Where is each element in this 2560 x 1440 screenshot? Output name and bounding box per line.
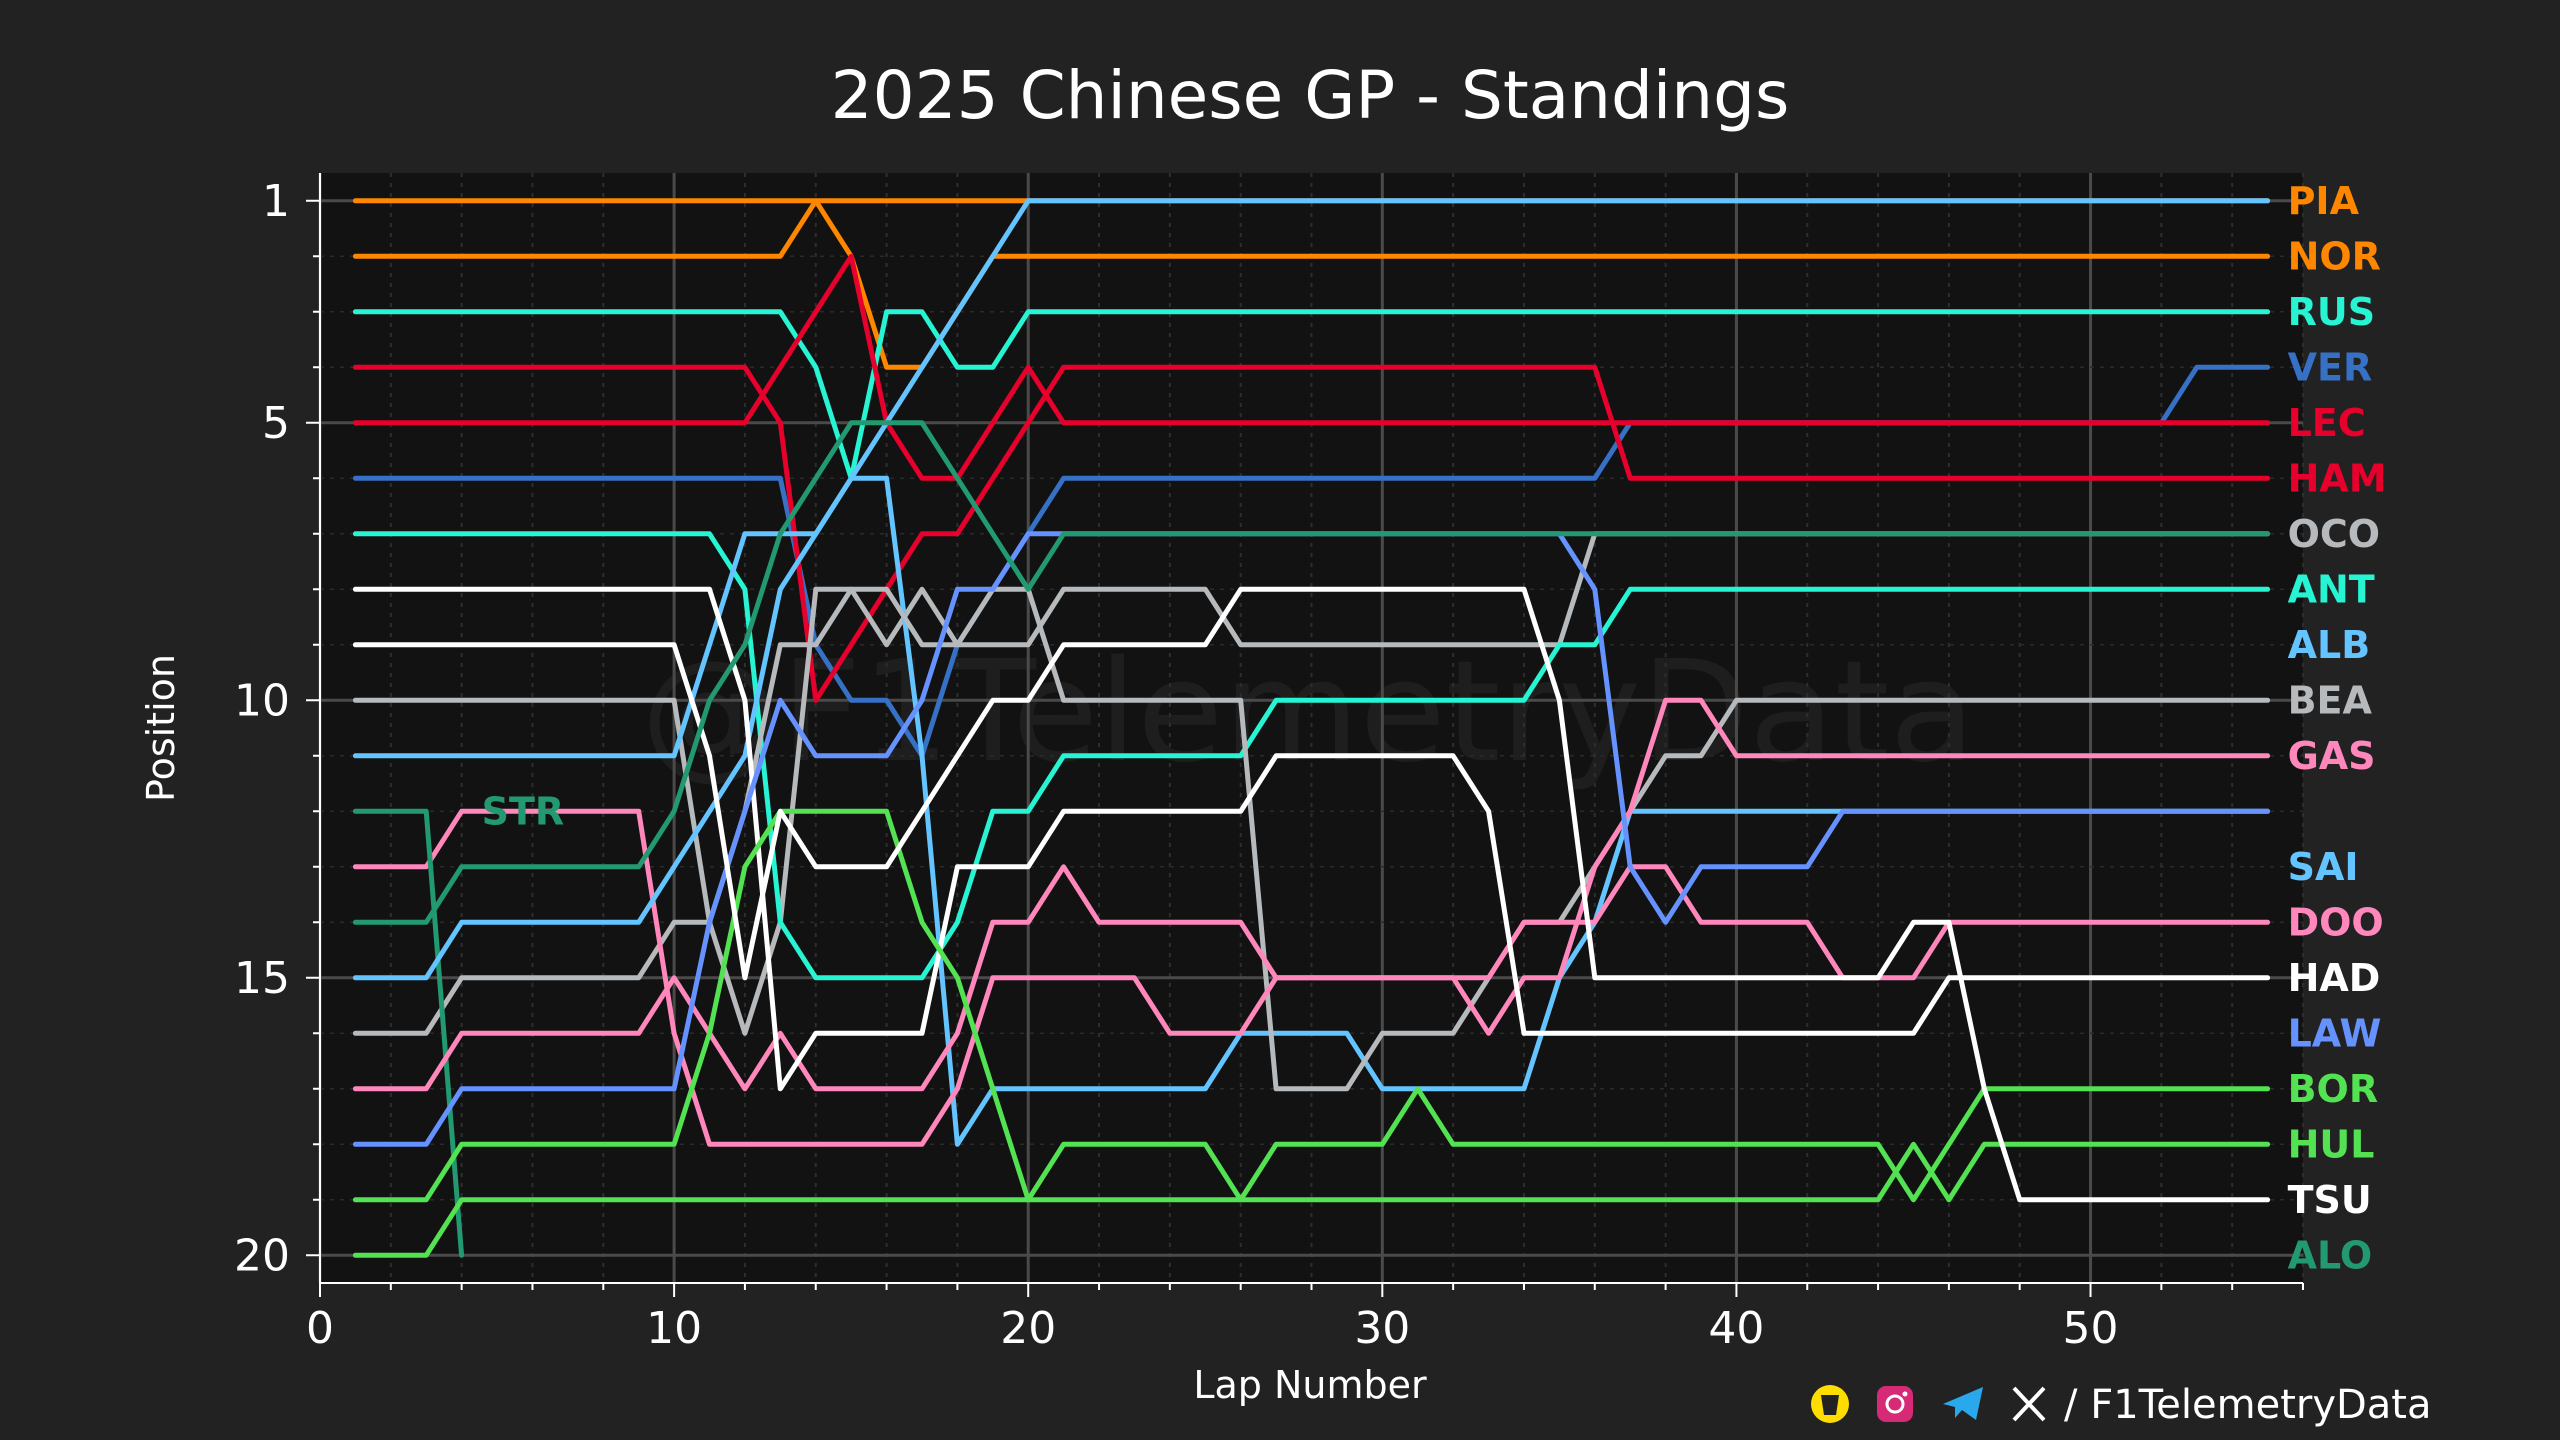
series-line-sai	[352, 198, 2271, 981]
series-line-gas	[352, 697, 2271, 1147]
x-tick-label: 20	[1000, 1303, 1056, 1354]
y-tick-label: 10	[234, 675, 290, 726]
driver-label-bor: BOR	[2288, 1067, 2379, 1111]
plot-area	[320, 173, 2303, 1283]
driver-label-had: HAD	[2288, 956, 2381, 1000]
series-line-ham	[352, 364, 2271, 703]
y-axis-label: Position	[139, 654, 183, 802]
x-tick-label: 40	[1708, 1303, 1764, 1354]
driver-label-nor: NOR	[2288, 234, 2381, 278]
driver-label-hul: HUL	[2288, 1122, 2375, 1166]
driver-label-ham: HAM	[2288, 456, 2387, 500]
social-handle: / F1TelemetryData	[2064, 1382, 2432, 1428]
x-tick-label: 30	[1354, 1303, 1410, 1354]
driver-label-tsu: TSU	[2288, 1178, 2372, 1222]
buymeacoffee-icon	[1811, 1385, 1849, 1423]
instagram-icon	[1877, 1386, 1913, 1422]
driver-label-alb: ALB	[2288, 623, 2371, 667]
series-line-oco	[352, 531, 2271, 1036]
footer: / F1TelemetryData	[1811, 1382, 2432, 1428]
series-line-lec	[352, 253, 2271, 481]
driver-label-bea: BEA	[2288, 678, 2373, 722]
x-tick-label: 50	[2063, 1303, 2119, 1354]
series-line-law	[352, 531, 2271, 1147]
series-line-ant	[352, 531, 2271, 981]
x-axis-label: Lap Number	[1193, 1363, 1427, 1407]
x-icon	[2012, 1386, 2046, 1422]
driver-label-alo: ALO	[2288, 1233, 2373, 1277]
driver-label-gas: GAS	[2288, 734, 2376, 778]
series-line-doo	[352, 864, 2271, 1092]
driver-label-ver: VER	[2288, 345, 2373, 389]
y-tick-label: 1	[262, 176, 290, 227]
driver-label-str: STR	[482, 789, 565, 833]
x-tick-label: 10	[646, 1303, 702, 1354]
driver-label-lec: LEC	[2288, 401, 2366, 445]
chart-title: 2025 Chinese GP - Standings	[831, 57, 1790, 134]
y-tick-label: 15	[234, 953, 290, 1004]
series-lines	[352, 198, 2271, 1258]
series-line-hul	[352, 1141, 2271, 1258]
series-line-alo	[352, 420, 2271, 925]
driver-label-law: LAW	[2288, 1011, 2382, 1055]
x-tick-label: 0	[306, 1303, 334, 1354]
driver-label-pia: PIA	[2288, 179, 2360, 223]
driver-labels: PIA NOR RUS VER LEC HAM OCO ANT ALB BEA GAS STR SAI D…	[482, 179, 2387, 1278]
driver-label-doo: DOO	[2288, 900, 2384, 944]
driver-label-ant: ANT	[2288, 567, 2375, 611]
driver-label-oco: OCO	[2288, 512, 2381, 556]
y-tick-label: 5	[262, 398, 290, 449]
y-tick-label: 20	[234, 1230, 290, 1281]
series-line-had	[352, 586, 2271, 1092]
driver-label-rus: RUS	[2288, 290, 2376, 334]
watermark: @F1TelemetryData	[641, 631, 1976, 794]
series-line-tsu	[352, 586, 2271, 1203]
driver-label-sai: SAI	[2288, 845, 2359, 889]
telegram-icon	[1943, 1387, 1983, 1420]
